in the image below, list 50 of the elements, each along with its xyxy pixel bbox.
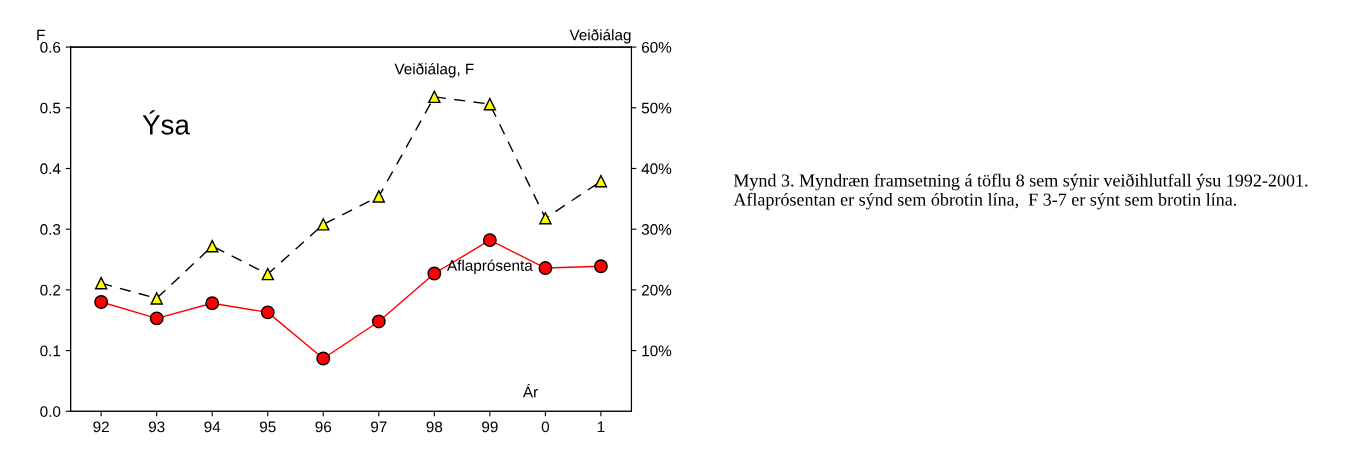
point xyxy=(260,305,275,320)
point xyxy=(205,296,220,311)
y-tick-label: 0.2 xyxy=(40,284,61,296)
series-label: Veiðiálag, F xyxy=(394,62,474,78)
point xyxy=(94,276,108,290)
y2-tick-label: 50% xyxy=(641,102,672,114)
x-tick-label: 0 xyxy=(541,421,550,433)
point xyxy=(149,311,164,326)
series-label: Aflaprósenta xyxy=(447,259,533,274)
x-tick-label: 93 xyxy=(148,421,165,433)
point xyxy=(539,212,552,225)
text: Mynd 3. Myndræn framsetning á töflu 8 sem sýnir veiðihlutfall ýsu 1992-2001. Aflaprósentan er sýnd sem óbrotin lína, F 3-7 er sýnt sem brotin lína. xyxy=(733,173,1308,210)
y-axis-title: F xyxy=(37,29,45,41)
y-tick-label: 0.3 xyxy=(40,224,61,235)
x-tick-label: 1 xyxy=(597,421,605,433)
point xyxy=(427,266,442,281)
x-tick-label: 97 xyxy=(371,421,387,433)
y2-tick-label: 40% xyxy=(641,163,672,175)
y2-tick-label: 30% xyxy=(641,224,672,235)
x-tick-label: 96 xyxy=(315,421,332,433)
point xyxy=(593,259,608,274)
point xyxy=(150,292,163,305)
y2-tick-label: 10% xyxy=(642,345,672,357)
point xyxy=(372,190,386,203)
y-tick-label: 0.5 xyxy=(40,102,61,114)
x-tick-label: 94 xyxy=(204,421,221,433)
annotation: Ýsa xyxy=(142,110,190,135)
point xyxy=(483,97,497,111)
y-tick-label: 0.4 xyxy=(40,163,61,175)
point xyxy=(594,174,608,188)
point xyxy=(316,351,331,366)
point xyxy=(482,233,497,248)
point xyxy=(428,90,441,104)
x-tick-label: 99 xyxy=(482,421,498,433)
y-tick-label: 0.6 xyxy=(40,41,61,53)
y2-tick-label: 20% xyxy=(641,284,672,296)
y-tick-label: 0.1 xyxy=(40,345,61,357)
point xyxy=(261,267,274,281)
point xyxy=(371,314,386,329)
x-axis-title: Ár xyxy=(522,383,538,398)
point xyxy=(205,239,219,253)
x-tick-label: 95 xyxy=(259,421,276,433)
y2-axis-title: Veiðiálag xyxy=(569,28,631,44)
x-tick-label: 92 xyxy=(93,421,109,433)
point xyxy=(317,218,330,231)
y2-tick-label: 60% xyxy=(641,41,672,53)
point xyxy=(538,261,553,275)
x-tick-label: 98 xyxy=(426,421,443,433)
point xyxy=(94,295,109,309)
y-tick-label: 0.0 xyxy=(40,406,61,417)
